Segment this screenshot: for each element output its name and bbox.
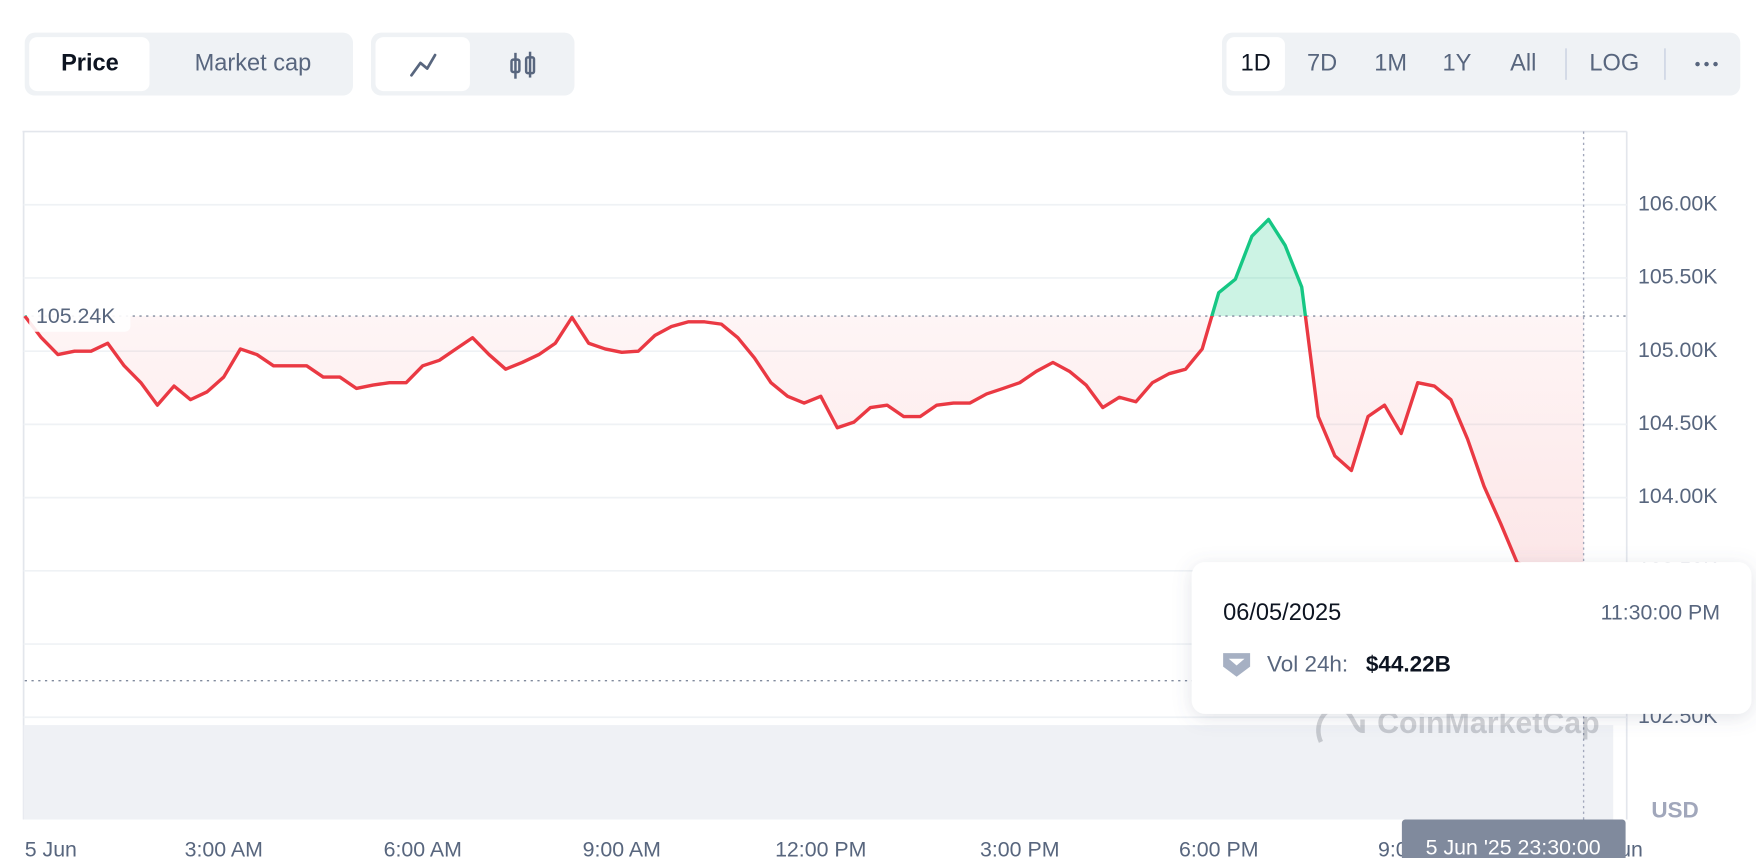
baseline-label-bg <box>29 300 131 332</box>
crosshair-label: 5 Jun '25 23:30:00 <box>1426 835 1601 858</box>
volume-icon-inner <box>1228 658 1245 666</box>
tooltip-date: 06/05/2025 <box>1223 600 1341 626</box>
baseline-label: 105.24K <box>36 304 116 328</box>
volume-area <box>23 725 1614 820</box>
log-button[interactable]: LOG <box>1589 50 1639 76</box>
tab-price[interactable]: Price <box>61 50 119 76</box>
chart-style-group <box>370 32 575 96</box>
y-tick-label: 105.00K <box>1638 338 1718 362</box>
price-line-down <box>23 316 1586 682</box>
x-tick-label: 12:00 PM <box>775 838 866 858</box>
tab-active[interactable] <box>29 37 150 92</box>
y-tick-label: 106.00K <box>1638 191 1718 215</box>
crosshair-label-bg <box>1401 819 1626 858</box>
more-button[interactable] <box>1695 61 1718 67</box>
tab-group: Price Market cap <box>24 32 353 96</box>
range-button[interactable]: 1Y <box>1443 50 1472 76</box>
x-tick-label: 3:00 PM <box>980 838 1060 858</box>
unit-label: USD <box>1651 798 1698 823</box>
range-active[interactable] <box>1226 37 1285 92</box>
tooltip-box <box>1191 562 1752 714</box>
y-tick-label: 104.00K <box>1638 484 1718 508</box>
tooltip-volume-label: Vol 24h: <box>1267 651 1348 676</box>
range-group: 1D 7D 1M 1Y All LOG <box>1222 32 1741 96</box>
range-button[interactable]: 7D <box>1307 50 1337 76</box>
x-tick-label: 6:00 AM <box>384 838 462 858</box>
tooltip: 06/05/2025 11:30:00 PM Vol 24h: $44.22B <box>1191 562 1752 714</box>
area-down <box>24 316 1584 681</box>
line-icon <box>410 53 437 77</box>
x-tick-label: 6:00 PM <box>1179 838 1259 858</box>
y-tick-label: 105.50K <box>1638 265 1718 289</box>
y-tick-label: 104.50K <box>1638 411 1718 435</box>
range-button[interactable]: 1M <box>1374 50 1407 76</box>
x-tick-label: 9:00 AM <box>583 838 661 858</box>
tooltip-time: 11:30:00 PM <box>1601 600 1720 624</box>
tab-market-cap[interactable]: Market cap <box>195 50 312 76</box>
tooltip-volume: $44.22B <box>1366 651 1451 676</box>
x-tick-label: 5 Jun <box>25 838 77 858</box>
range-button[interactable]: 1D <box>1241 50 1271 76</box>
range-button[interactable]: All <box>1510 50 1536 76</box>
candle-icon[interactable] <box>510 51 536 79</box>
range-bg <box>1222 32 1741 96</box>
x-tick-label: 3:00 AM <box>185 838 263 858</box>
